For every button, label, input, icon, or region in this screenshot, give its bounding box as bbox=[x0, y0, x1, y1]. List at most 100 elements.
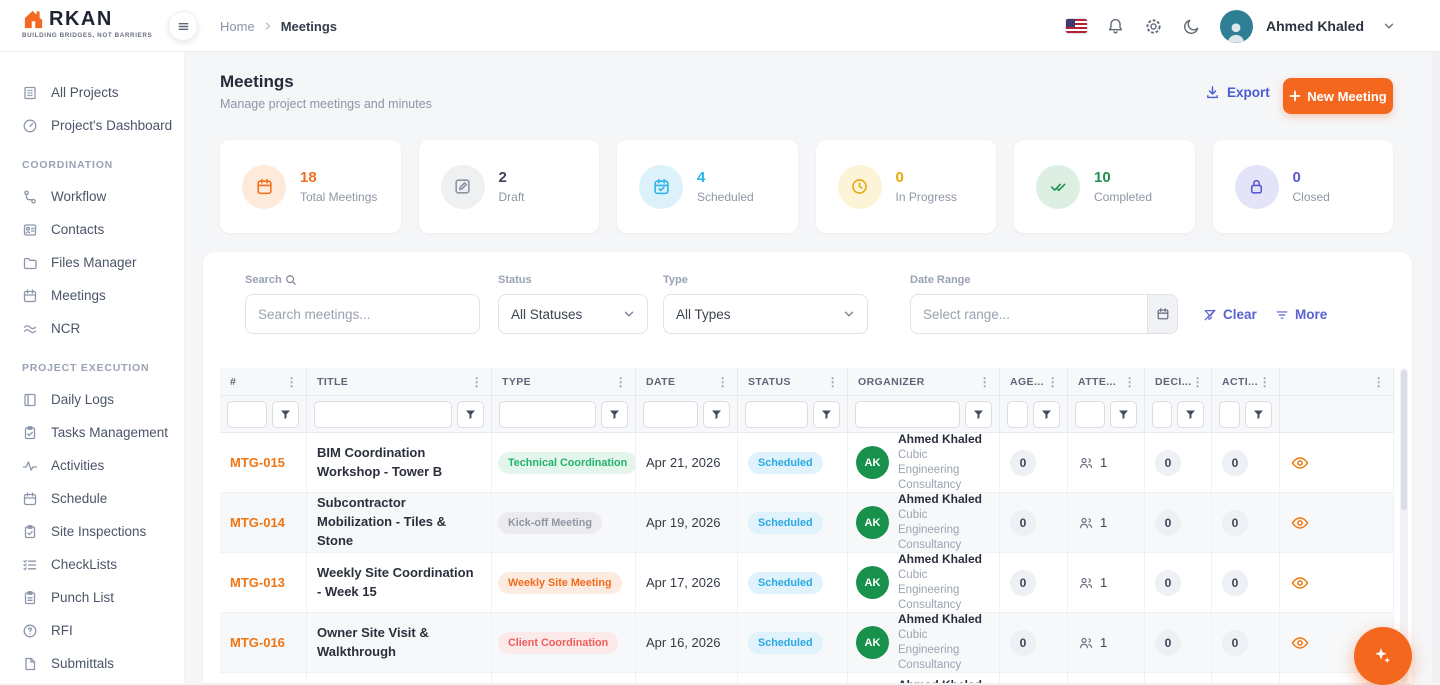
ai-assistant-fab-button[interactable] bbox=[1354, 627, 1412, 685]
sidebar-item-contacts[interactable]: Contacts bbox=[22, 213, 184, 246]
export-button[interactable]: Export bbox=[1205, 85, 1270, 100]
type-select[interactable]: All Types bbox=[663, 294, 868, 334]
sidebar-toggle-button[interactable] bbox=[168, 11, 198, 41]
table-row[interactable]: MTG-014 Subcontractor Mobilization - Til… bbox=[220, 493, 1394, 553]
column-menu-icon[interactable]: ⋮ bbox=[978, 374, 991, 389]
meeting-id-link[interactable]: MTG-015 bbox=[230, 455, 285, 470]
sidebar-item-activities[interactable]: Activities bbox=[22, 449, 184, 482]
column-header-attendees[interactable]: ATTE... ⋮ bbox=[1068, 368, 1145, 396]
column-filter-button[interactable] bbox=[703, 400, 730, 428]
sidebar-item-all-projects[interactable]: All Projects bbox=[22, 76, 184, 109]
sidebar-item-projects-dashboard[interactable]: Project's Dashboard bbox=[22, 109, 184, 142]
new-meeting-button[interactable]: New Meeting bbox=[1283, 78, 1393, 114]
column-filter-button[interactable] bbox=[1245, 400, 1272, 428]
topbar: RKAN BUILDING BRIDGES, NOT BARRIERS Home… bbox=[0, 0, 1440, 52]
table-scrollbar-thumb[interactable] bbox=[1401, 370, 1407, 510]
column-filter-button[interactable] bbox=[1177, 400, 1204, 428]
sidebar-item-meetings[interactable]: Meetings bbox=[22, 279, 184, 312]
sidebar-item-checklists[interactable]: CheckLists bbox=[22, 548, 184, 581]
column-filter-button[interactable] bbox=[272, 400, 299, 428]
column-menu-icon[interactable]: ⋮ bbox=[1123, 374, 1136, 389]
column-filter-input[interactable] bbox=[855, 400, 960, 428]
sidebar-item-tasks-management[interactable]: Tasks Management bbox=[22, 416, 184, 449]
column-header-title[interactable]: TITLE ⋮ bbox=[307, 368, 492, 396]
column-menu-icon[interactable]: ⋮ bbox=[826, 374, 839, 389]
clear-filters-button[interactable]: Clear bbox=[1203, 307, 1257, 322]
column-header-row-actions[interactable]: ⋮ bbox=[1280, 368, 1394, 396]
table-row[interactable]: Ahmed Khaled bbox=[220, 673, 1394, 683]
column-header-decisions[interactable]: DECI... ⋮ bbox=[1145, 368, 1212, 396]
search-input[interactable] bbox=[245, 294, 480, 334]
meeting-id-link[interactable]: MTG-016 bbox=[230, 635, 285, 650]
organizer-avatar: AK bbox=[856, 506, 889, 539]
table-row[interactable]: MTG-013 Weekly Site Coordination - Week … bbox=[220, 553, 1394, 613]
column-header-organizer[interactable]: ORGANIZER ⋮ bbox=[848, 368, 1000, 396]
column-menu-icon[interactable]: ⋮ bbox=[614, 374, 627, 389]
sidebar-item-schedule[interactable]: Schedule bbox=[22, 482, 184, 515]
column-header-type[interactable]: TYPE ⋮ bbox=[492, 368, 636, 396]
table-row[interactable]: MTG-015 BIM Coordination Workshop - Towe… bbox=[220, 433, 1394, 493]
column-filter-input[interactable] bbox=[745, 400, 808, 428]
date-range-input[interactable] bbox=[910, 294, 1147, 334]
sidebar-item-daily-logs[interactable]: Daily Logs bbox=[22, 383, 184, 416]
calendar-picker-button[interactable] bbox=[1147, 294, 1178, 334]
column-filter-input[interactable] bbox=[1007, 400, 1028, 428]
column-filter-input[interactable] bbox=[1219, 400, 1240, 428]
settings-gear-icon[interactable] bbox=[1144, 17, 1163, 36]
column-filter-input[interactable] bbox=[227, 400, 267, 428]
column-filter-input[interactable] bbox=[314, 400, 452, 428]
column-filter-button[interactable] bbox=[1110, 400, 1137, 428]
status-select[interactable]: All Statuses bbox=[498, 294, 648, 334]
more-filters-button[interactable]: More bbox=[1275, 307, 1327, 322]
stats-row: 18 Total Meetings 2 Draft 4 Scheduled 0 … bbox=[220, 140, 1393, 233]
view-meeting-eye-icon[interactable] bbox=[1290, 513, 1310, 533]
column-menu-icon[interactable]: ⋮ bbox=[716, 374, 729, 389]
notifications-bell-icon[interactable] bbox=[1106, 17, 1125, 36]
column-filter-input[interactable] bbox=[499, 400, 596, 428]
language-flag-icon[interactable] bbox=[1065, 19, 1087, 33]
column-header-agenda[interactable]: AGE... ⋮ bbox=[1000, 368, 1068, 396]
column-filter-input[interactable] bbox=[1152, 400, 1172, 428]
column-filter-button[interactable] bbox=[813, 400, 840, 428]
chevron-down-icon[interactable] bbox=[1383, 20, 1395, 32]
organizer-name: Ahmed Khaled bbox=[898, 678, 982, 683]
sidebar-item-workflow[interactable]: Workflow bbox=[22, 180, 184, 213]
column-filter-input[interactable] bbox=[643, 400, 698, 428]
column-menu-icon[interactable]: ⋮ bbox=[470, 374, 483, 389]
table-row[interactable]: MTG-016 Owner Site Visit & Walkthrough C… bbox=[220, 613, 1394, 673]
brand-logo[interactable]: RKAN BUILDING BRIDGES, NOT BARRIERS bbox=[22, 8, 152, 39]
user-avatar[interactable] bbox=[1219, 9, 1253, 43]
column-menu-icon[interactable]: ⋮ bbox=[1046, 374, 1059, 389]
sidebar-item-rfi[interactable]: RFI bbox=[22, 614, 184, 647]
view-meeting-eye-icon[interactable] bbox=[1290, 453, 1310, 473]
decisions-count: 0 bbox=[1155, 509, 1181, 536]
column-header-date[interactable]: DATE ⋮ bbox=[636, 368, 738, 396]
column-menu-icon[interactable]: ⋮ bbox=[1372, 374, 1385, 389]
column-filter-button[interactable] bbox=[457, 400, 484, 428]
user-name[interactable]: Ahmed Khaled bbox=[1265, 18, 1364, 34]
column-header-status[interactable]: STATUS ⋮ bbox=[738, 368, 848, 396]
column-menu-icon[interactable]: ⋮ bbox=[1258, 374, 1271, 389]
sidebar-item-ncr[interactable]: NCR bbox=[22, 312, 184, 345]
sidebar-item-files-manager[interactable]: Files Manager bbox=[22, 246, 184, 279]
breadcrumb-home-link[interactable]: Home bbox=[220, 18, 255, 34]
column-menu-icon[interactable]: ⋮ bbox=[1191, 374, 1205, 389]
page-scrollbar-track[interactable] bbox=[1432, 52, 1440, 683]
dark-mode-moon-icon[interactable] bbox=[1182, 17, 1201, 36]
attendees-count: 1 bbox=[1100, 515, 1108, 530]
sidebar-item-submittals[interactable]: Submittals bbox=[22, 647, 184, 680]
view-meeting-eye-icon[interactable] bbox=[1290, 633, 1310, 653]
sidebar-item-punch-list[interactable]: Punch List bbox=[22, 581, 184, 614]
column-menu-icon[interactable]: ⋮ bbox=[285, 374, 298, 389]
column-filter-button[interactable] bbox=[601, 400, 628, 428]
meeting-id-link[interactable]: MTG-014 bbox=[230, 515, 285, 530]
column-filter-button[interactable] bbox=[965, 400, 992, 428]
table-scrollbar-track[interactable] bbox=[1400, 368, 1408, 683]
column-header-actions[interactable]: ACTI... ⋮ bbox=[1212, 368, 1280, 396]
column-header-id[interactable]: # ⋮ bbox=[220, 368, 307, 396]
meeting-id-link[interactable]: MTG-013 bbox=[230, 575, 285, 590]
sidebar-item-site-inspections[interactable]: Site Inspections bbox=[22, 515, 184, 548]
column-filter-input[interactable] bbox=[1075, 400, 1105, 428]
column-filter-button[interactable] bbox=[1033, 400, 1060, 428]
view-meeting-eye-icon[interactable] bbox=[1290, 573, 1310, 593]
